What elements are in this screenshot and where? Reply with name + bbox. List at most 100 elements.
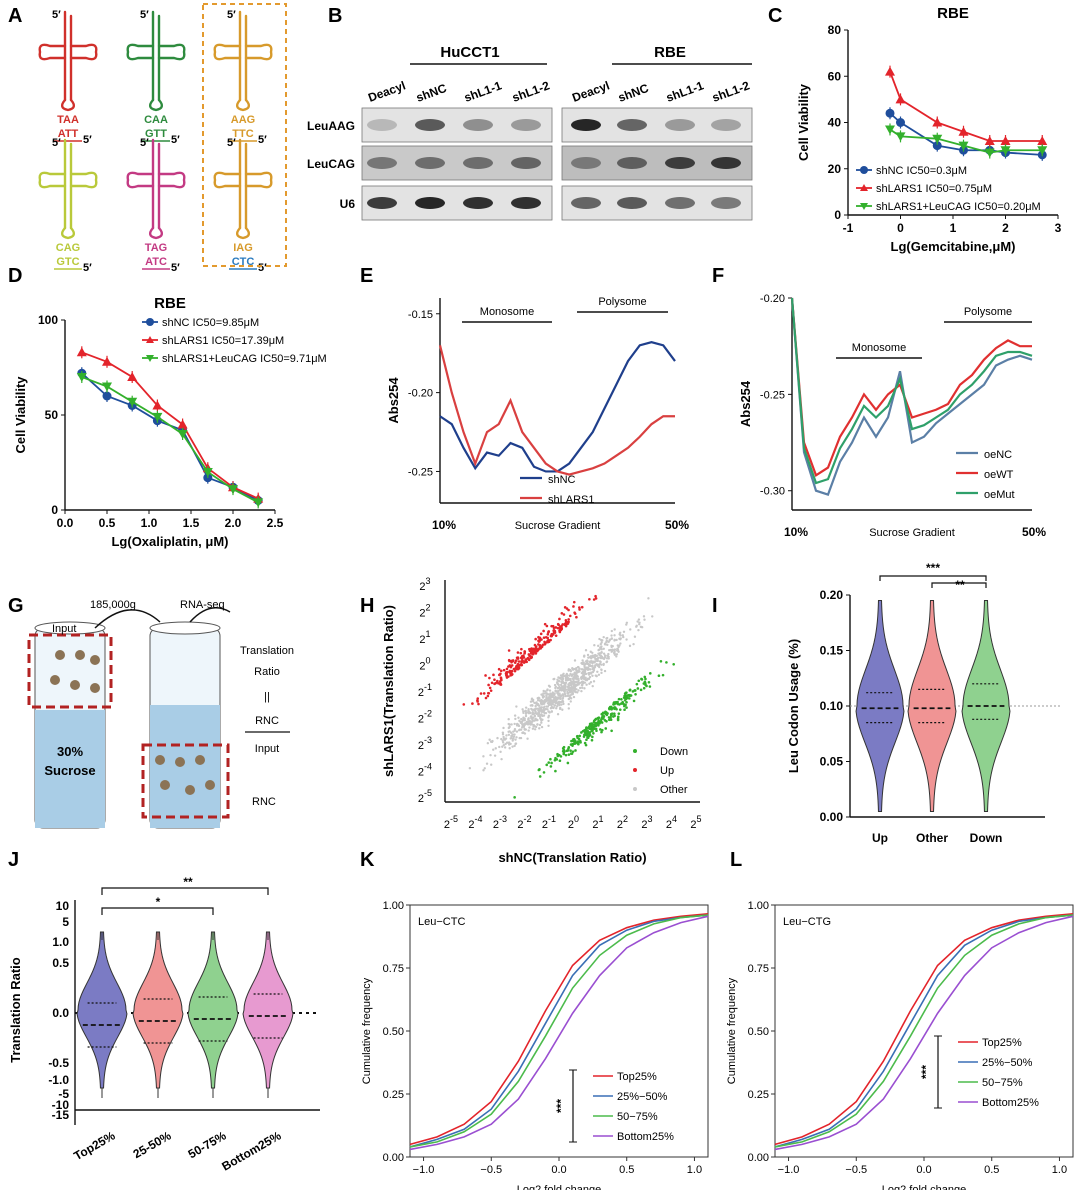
legend-label: Top25% — [982, 1037, 1022, 1049]
scatter-point — [637, 679, 641, 683]
scatter-point — [561, 708, 564, 711]
scatter-point — [552, 633, 555, 636]
y-axis-label: Abs254 — [738, 380, 753, 427]
scatter-point — [576, 675, 579, 678]
scatter-point — [572, 667, 576, 671]
x-end-label: 50% — [665, 518, 689, 532]
scatter-point — [602, 652, 606, 655]
y-tick-label: 20 — [828, 162, 842, 176]
scatter-point — [581, 661, 585, 664]
scatter-point — [482, 769, 485, 772]
scatter-point — [538, 647, 541, 650]
scatter-point — [510, 734, 514, 738]
scatter-point — [563, 685, 567, 689]
scatter-point — [638, 621, 641, 624]
data-point — [932, 117, 943, 127]
five-prime-label: 5′ — [52, 137, 61, 149]
y-axis-label: Cell Viability — [13, 376, 28, 454]
scatter-point — [527, 658, 531, 662]
scatter-point — [567, 620, 570, 624]
y-tick-label: 0.0 — [52, 1006, 69, 1020]
scatter-point — [636, 687, 640, 690]
scatter-point — [575, 684, 579, 687]
cdf-line — [409, 914, 709, 1148]
scatter-point — [547, 684, 551, 687]
panel-letter-f: F — [712, 265, 724, 287]
scatter-point — [523, 727, 526, 731]
scatter-point — [554, 769, 557, 773]
scatter-point — [501, 733, 505, 736]
scatter-point — [538, 775, 542, 778]
row-label: LeuCAG — [307, 157, 355, 171]
scatter-point — [569, 697, 573, 700]
significance-label: ** — [955, 578, 965, 592]
fraction-label: Polysome — [598, 296, 646, 308]
scatter-point — [546, 702, 550, 705]
scatter-point — [644, 681, 647, 685]
scatter-point — [556, 626, 560, 630]
scatter-point — [521, 659, 524, 662]
scatter-point — [530, 655, 533, 658]
y-tick-label: 23 — [419, 576, 430, 593]
ribosome — [90, 683, 100, 693]
scatter-point — [533, 714, 537, 718]
scatter-point — [569, 743, 573, 746]
scatter-point — [600, 655, 604, 658]
scatter-point — [548, 689, 552, 692]
rnaseq-label: RNA-seq — [180, 599, 225, 611]
scatter-point — [527, 717, 530, 720]
legend-label: oeMut — [984, 489, 1015, 501]
scatter-point — [502, 726, 505, 730]
blot-band — [415, 119, 445, 131]
scatter-point — [557, 683, 560, 687]
x-tick-label: 24 — [666, 814, 677, 831]
scatter-point — [567, 703, 570, 706]
scatter-point — [588, 664, 591, 667]
scatter-point — [538, 697, 541, 700]
x-tick-label: 1.0 — [1052, 1164, 1067, 1176]
scatter-point — [562, 745, 566, 749]
scatter-point — [532, 708, 535, 711]
scatter-point — [520, 647, 523, 651]
scatter-point — [587, 734, 591, 738]
scatter-point — [547, 716, 550, 719]
scatter-point — [588, 656, 591, 659]
scatter-point — [510, 723, 513, 726]
panel-letter-g: G — [8, 595, 24, 617]
blot-band — [367, 157, 397, 169]
scatter-point — [556, 752, 559, 756]
scatter-point — [613, 628, 616, 631]
scatter-point — [565, 607, 569, 610]
scatter-point — [554, 689, 557, 692]
scatter-point — [529, 700, 533, 703]
panel-c-chart: -1 0 1 2 3020406080RBELg(Gemcitabine,μM)Cell… — [796, 5, 1062, 254]
data-point — [984, 136, 995, 145]
scatter-point — [572, 605, 575, 608]
scatter-point — [595, 674, 598, 678]
scatter-point — [559, 755, 563, 758]
scatter-point — [520, 720, 524, 724]
scatter-point — [556, 713, 560, 716]
formula-label: Ratio — [254, 666, 280, 678]
x-tick-label: Bottom25% — [219, 1128, 283, 1173]
scatter-point — [554, 626, 558, 629]
scatter-point — [625, 700, 628, 704]
scatter-point — [610, 634, 613, 637]
scatter-point — [542, 771, 546, 774]
data-point — [984, 148, 995, 158]
lane-label: Deacyl — [366, 78, 407, 104]
scatter-point — [567, 707, 570, 710]
x-tick-label: 25-50% — [131, 1128, 174, 1161]
scatter-point — [588, 597, 591, 601]
scatter-point — [559, 683, 563, 687]
y-tick-label: -0.25 — [760, 389, 785, 401]
x-tick-label: Down — [970, 831, 1003, 845]
scatter-point — [538, 636, 542, 640]
scatter-point — [567, 688, 570, 692]
codon-label: IAG — [233, 242, 253, 254]
anticodon-label: TTC — [232, 128, 253, 140]
scatter-point — [593, 665, 597, 669]
scatter-point — [509, 731, 513, 734]
anticodon-label: GTC — [56, 256, 79, 268]
